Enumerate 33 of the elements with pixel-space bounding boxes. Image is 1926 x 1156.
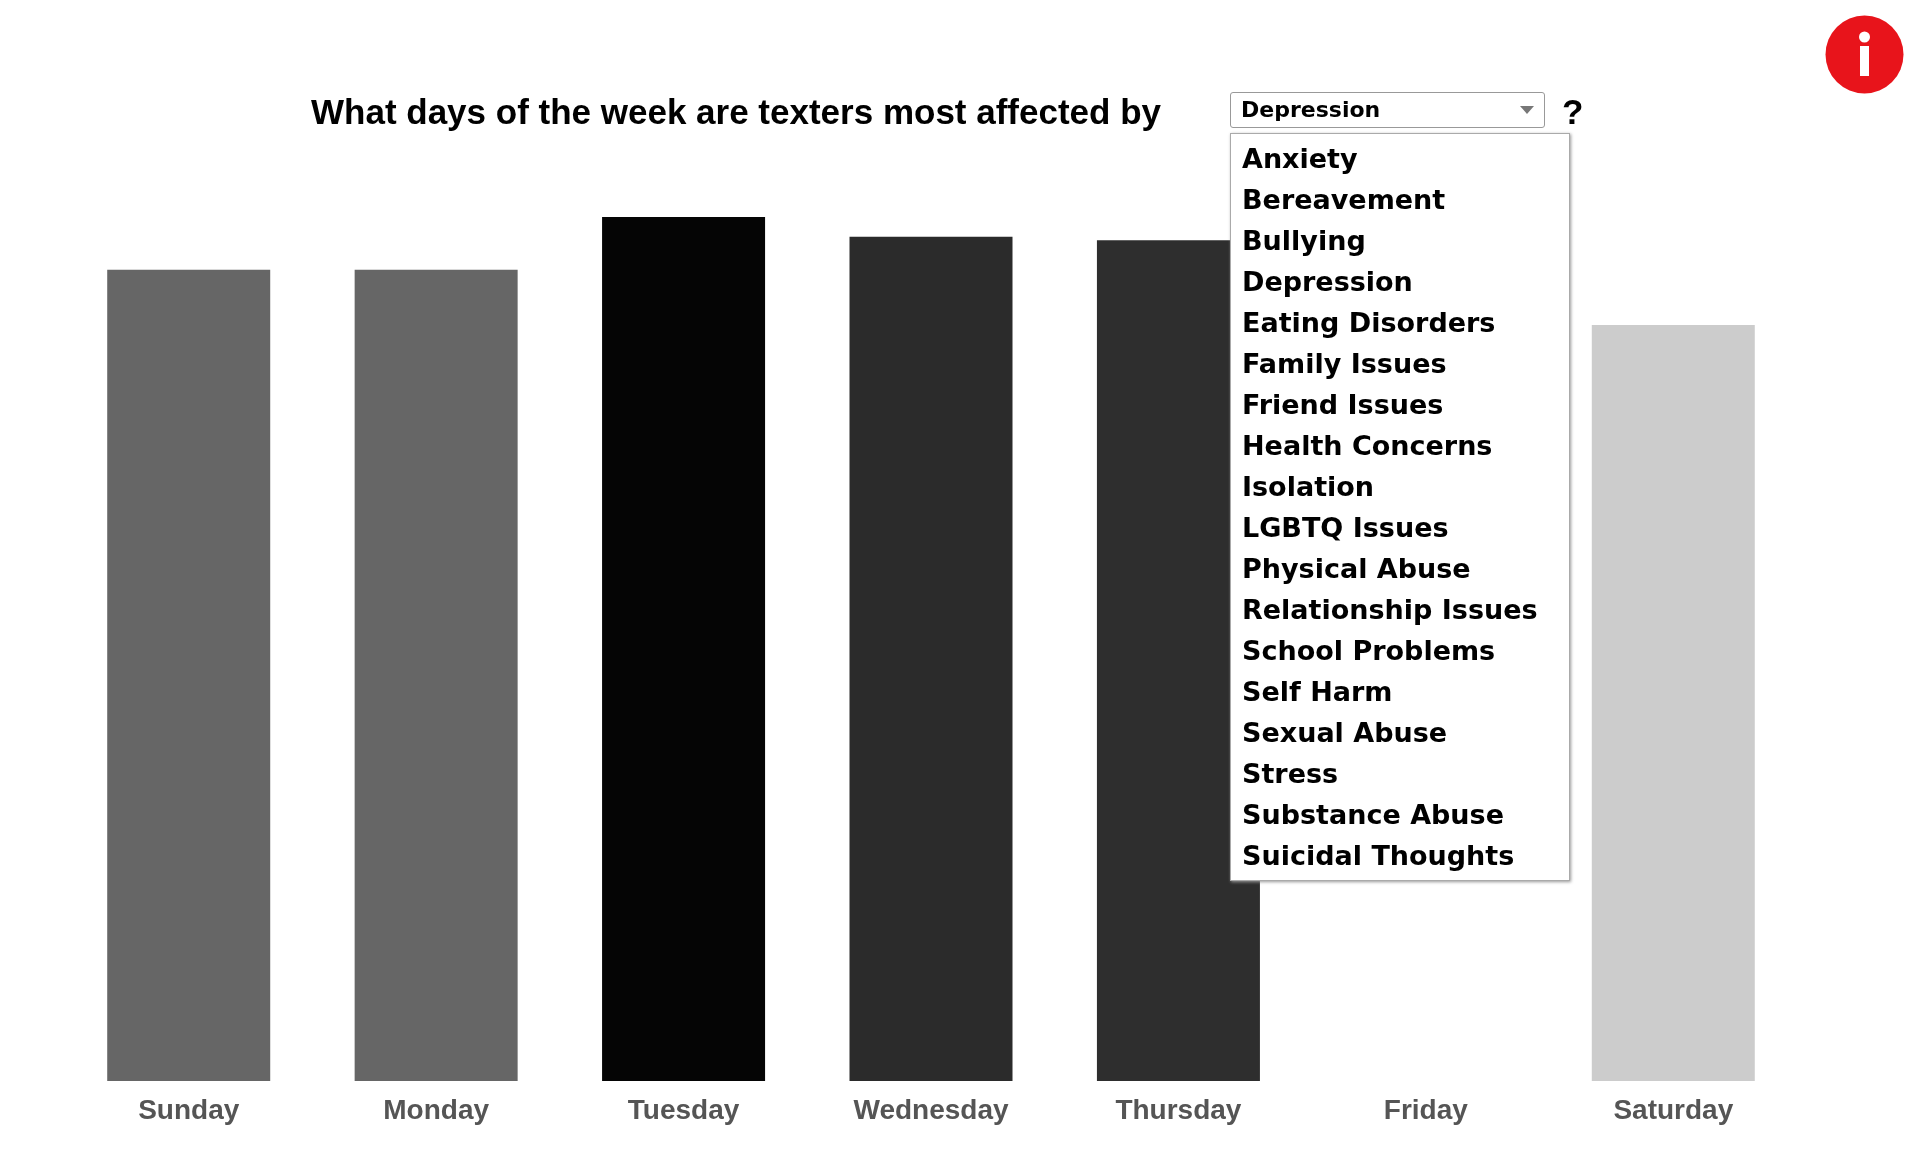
x-tick-label: Monday (383, 1093, 490, 1125)
chart-title: What days of the week are texters most affected by (311, 92, 1161, 132)
annotation: Bullying (1241, 224, 1367, 258)
x-tick-label: Tuesday (627, 1093, 740, 1125)
annotation: Friend Issues (1241, 388, 1445, 422)
annotation: Health Concerns (1241, 429, 1494, 463)
x-tick-label: Wednesday (853, 1093, 1009, 1125)
bar (849, 236, 1013, 1081)
annotation: Suicidal Thoughts (1241, 839, 1516, 873)
text: Anxiety (1242, 143, 1358, 174)
x-tick-label: Saturday (1613, 1093, 1734, 1125)
text: ? (1562, 92, 1584, 132)
annotation: LGBTQ Issues (1241, 511, 1450, 545)
annotation: Sexual Abuse (1241, 716, 1449, 750)
x-tick-label: Thursday (1115, 1093, 1242, 1125)
bar (602, 217, 766, 1081)
bar (107, 269, 271, 1081)
annotation: Self Harm (1241, 675, 1394, 709)
annotation: Family Issues (1241, 347, 1448, 381)
annotation: Stress (1241, 757, 1340, 791)
text: Depression (1230, 92, 1545, 128)
annotation: Isolation (1241, 470, 1376, 504)
x-tick-label: Sunday (138, 1093, 240, 1125)
annotation: Eating Disorders (1241, 306, 1497, 340)
annotation: Substance Abuse (1241, 798, 1505, 832)
annotation: Relationship Issues (1241, 593, 1539, 627)
annotation: School Problems (1241, 634, 1497, 668)
annotation: Physical Abuse (1241, 552, 1472, 586)
text: Bereavement (1242, 184, 1446, 215)
x-tick-label: Friday (1383, 1093, 1469, 1125)
bar (1591, 325, 1755, 1081)
annotation: Depression (1241, 265, 1414, 299)
bar (354, 269, 518, 1081)
